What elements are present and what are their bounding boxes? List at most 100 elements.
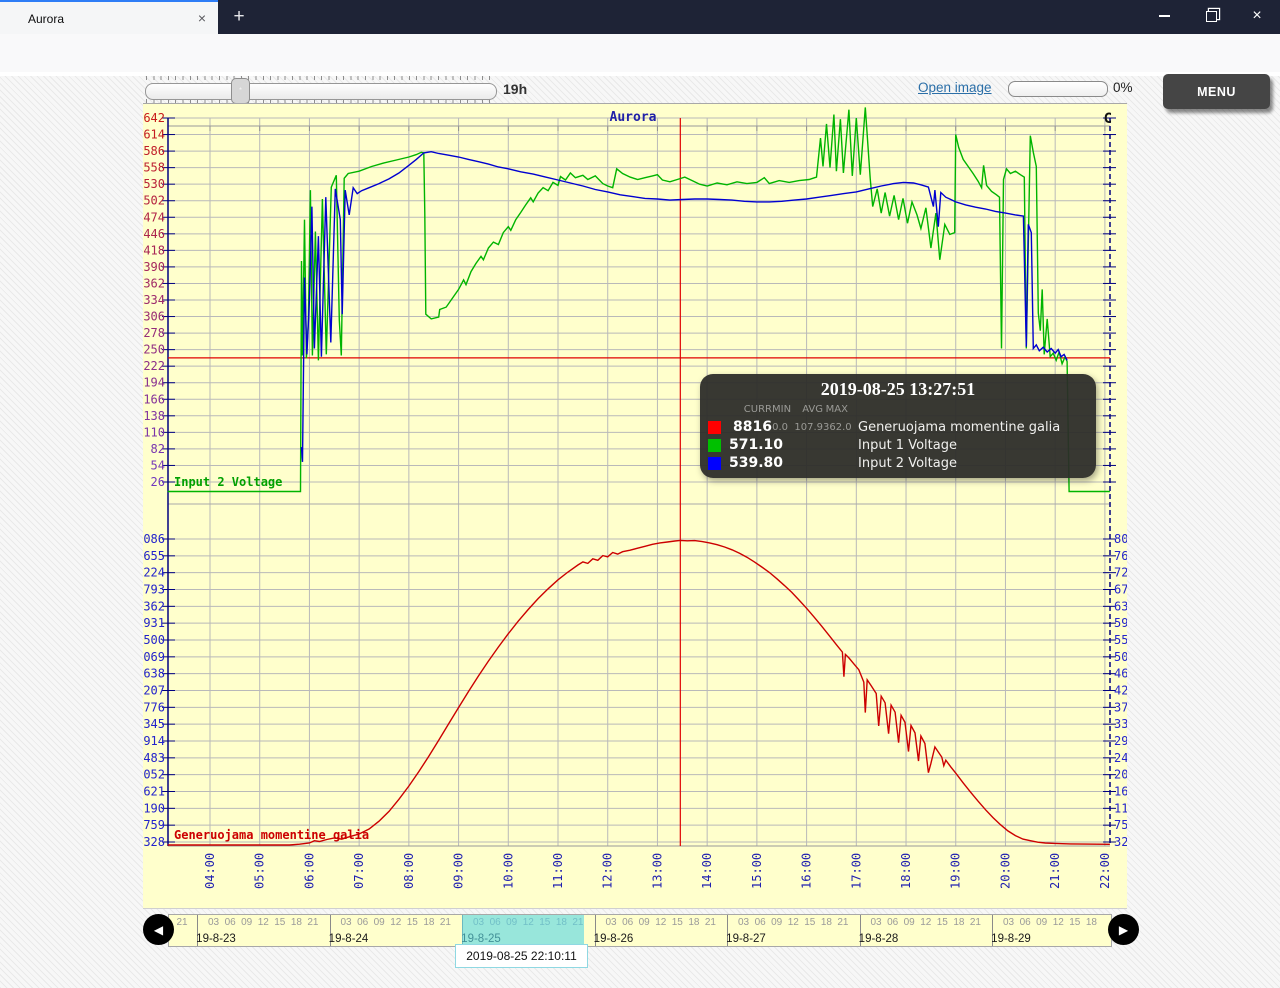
- slider-handle[interactable]: [231, 78, 250, 104]
- svg-text:20:00: 20:00: [998, 853, 1012, 889]
- svg-text:2052: 2052: [1114, 768, 1127, 782]
- timeline-hour: 12: [258, 917, 269, 928]
- svg-text:16:00: 16:00: [800, 853, 814, 889]
- svg-text:7655: 7655: [143, 549, 165, 563]
- svg-text:334: 334: [143, 293, 165, 307]
- svg-text:21:00: 21:00: [1048, 853, 1062, 889]
- restore-icon[interactable]: [1188, 0, 1234, 32]
- menu-button[interactable]: MENU: [1163, 74, 1270, 109]
- input2-color-swatch: [708, 457, 721, 470]
- svg-text:6362: 6362: [1114, 599, 1127, 613]
- timeline-hour: 12: [920, 917, 931, 928]
- timeline-hour: 09: [639, 917, 650, 928]
- timeline-prev-icon[interactable]: ◀: [143, 914, 174, 945]
- svg-text:306: 306: [143, 310, 165, 324]
- timeline-hour: 18: [291, 917, 302, 928]
- timeline-hour: 21: [705, 917, 716, 928]
- svg-text:586: 586: [143, 144, 165, 158]
- svg-text:05:00: 05:00: [253, 853, 267, 889]
- tab-title: Aurora: [28, 12, 194, 26]
- axis-labels: 04:0005:0006:0007:0008:0009:0010:0011:00…: [143, 111, 1127, 889]
- minimize-icon[interactable]: [1141, 0, 1187, 32]
- svg-text:530: 530: [143, 177, 165, 191]
- timeline-hour: 21: [176, 917, 187, 928]
- chart-panel: 04:0005:0006:0007:0008:0009:0010:0011:00…: [143, 103, 1127, 909]
- timeline-hour: 12: [788, 917, 799, 928]
- svg-text:2483: 2483: [143, 751, 165, 765]
- timeline-strip[interactable]: 21 03 06 09 12 15 18 21 19-8-23 03 06 09 12 15 18 21 19-…: [168, 914, 1112, 947]
- timeline-hour: 18: [821, 917, 832, 928]
- timeline-selection[interactable]: [462, 915, 584, 946]
- svg-text:4207: 4207: [1114, 683, 1127, 697]
- tab-close-icon[interactable]: ×: [194, 11, 210, 27]
- timeline-hour: 12: [390, 917, 401, 928]
- svg-text:5931: 5931: [143, 616, 165, 630]
- svg-text:6793: 6793: [1114, 582, 1127, 596]
- timeline-hour: 09: [904, 917, 915, 928]
- svg-text:110: 110: [143, 425, 165, 439]
- svg-text:328: 328: [1114, 835, 1127, 849]
- timeline-hour: 15: [274, 917, 285, 928]
- timeline-hour: 06: [225, 917, 236, 928]
- svg-text:474: 474: [143, 210, 165, 224]
- svg-text:Input 2 Voltage: Input 2 Voltage: [174, 475, 282, 489]
- svg-text:5500: 5500: [1114, 633, 1127, 647]
- timeline-hour: 15: [672, 917, 683, 928]
- svg-text:22:00: 22:00: [1098, 853, 1112, 889]
- svg-text:4638: 4638: [1114, 667, 1127, 681]
- timeline-hour: 21: [440, 917, 451, 928]
- tooltip-row-input2: 539.80 Input 2 Voltage: [700, 454, 1096, 472]
- svg-text:07:00: 07:00: [352, 853, 366, 889]
- svg-text:54: 54: [151, 458, 165, 472]
- timeline-hour: 03: [208, 917, 219, 928]
- new-tab-button[interactable]: +: [226, 5, 252, 29]
- timeline-hour: 06: [755, 917, 766, 928]
- svg-text:194: 194: [143, 376, 165, 390]
- svg-text:Generuojama momentine galia: Generuojama momentine galia: [174, 828, 369, 842]
- svg-text:4638: 4638: [143, 667, 165, 681]
- svg-text:1621: 1621: [1114, 784, 1127, 798]
- timeline-hour: 06: [622, 917, 633, 928]
- svg-text:2052: 2052: [143, 768, 165, 782]
- timeline-hour: 09: [771, 917, 782, 928]
- open-image-link[interactable]: Open image: [918, 80, 992, 95]
- svg-text:502: 502: [143, 194, 165, 208]
- svg-text:6793: 6793: [143, 582, 165, 596]
- svg-text:7224: 7224: [1114, 566, 1127, 580]
- timeline-hour: 21: [307, 917, 318, 928]
- svg-text:3776: 3776: [143, 700, 165, 714]
- timeline-hour: 03: [606, 917, 617, 928]
- timeline-tooltip: 2019-08-25 22:10:11: [455, 944, 588, 968]
- timeline-navigator: 21 03 06 09 12 15 18 21 19-8-23 03 06 09 12 15 18 21 19-…: [143, 914, 1139, 945]
- svg-text:4207: 4207: [143, 683, 165, 697]
- timeline-hour: 18: [953, 917, 964, 928]
- close-icon[interactable]: ×: [1234, 0, 1280, 32]
- svg-text:1621: 1621: [143, 784, 165, 798]
- timeline-hour: 09: [374, 917, 385, 928]
- timeline-hour: 06: [1020, 917, 1031, 928]
- svg-text:19:00: 19:00: [949, 853, 963, 889]
- timeline-next-icon[interactable]: ▶: [1108, 914, 1139, 945]
- svg-text:09:00: 09:00: [452, 853, 466, 889]
- timeline-hour: 12: [1053, 917, 1064, 928]
- range-label: 19h: [503, 81, 527, 97]
- svg-text:26: 26: [151, 475, 165, 489]
- timeline-date: 19-8-23: [196, 933, 236, 945]
- timeline-date: 19-8-24: [329, 933, 369, 945]
- svg-text:17:00: 17:00: [849, 853, 863, 889]
- svg-text:362: 362: [143, 276, 165, 290]
- chart-canvas[interactable]: 04:0005:0006:0007:0008:0009:0010:0011:00…: [143, 104, 1127, 908]
- svg-text:04:00: 04:00: [203, 853, 217, 889]
- svg-text:06:00: 06:00: [302, 853, 316, 889]
- svg-text:5500: 5500: [143, 633, 165, 647]
- time-range-slider[interactable]: [145, 83, 497, 100]
- timeline-date: 19-8-29: [991, 933, 1031, 945]
- svg-text:558: 558: [143, 161, 165, 175]
- timeline-hour: 15: [937, 917, 948, 928]
- svg-text:3776: 3776: [1114, 700, 1127, 714]
- svg-text:2483: 2483: [1114, 751, 1127, 765]
- svg-text:390: 390: [143, 260, 165, 274]
- svg-text:8086: 8086: [1114, 532, 1127, 546]
- window-titlebar: Aurora × + ×: [0, 0, 1280, 34]
- browser-tab[interactable]: Aurora ×: [0, 0, 218, 36]
